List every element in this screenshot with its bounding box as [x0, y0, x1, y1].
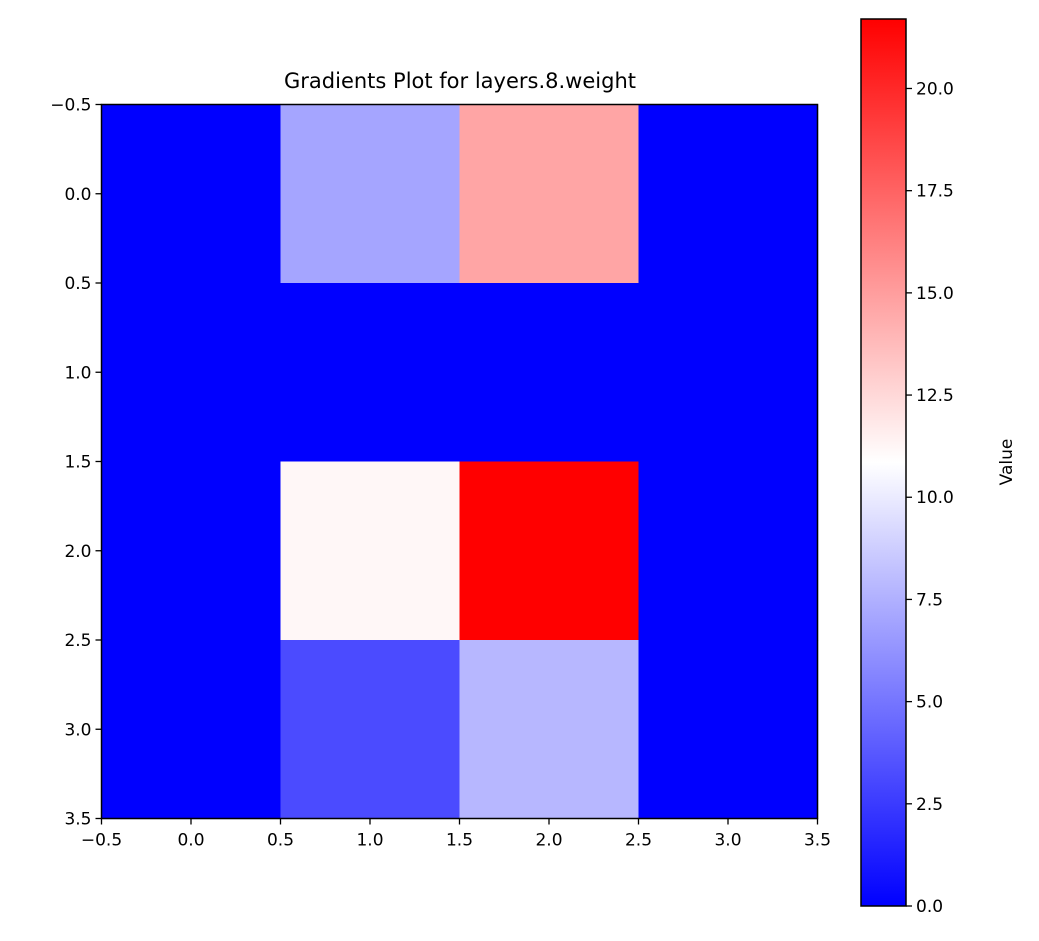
heatmap-cell-r1-c1 — [280, 283, 461, 463]
heatmap-cell-r1-c2 — [459, 283, 640, 463]
x-axis: −0.5 0.0 0.5 1.0 1.5 2.0 2.5 3.0 3.5 — [81, 818, 831, 851]
colorbar-tick-label: 17.5 — [916, 182, 954, 202]
y-axis: −0.5 0.0 0.5 1.0 1.5 2.0 2.5 3.0 3.5 — [50, 96, 102, 830]
x-tick-label: 2.0 — [535, 831, 562, 851]
colorbar-tick-label: 5.0 — [916, 693, 943, 713]
heatmap-cell-r2-c1 — [280, 461, 461, 641]
heatmap-cell-r0-c0 — [101, 104, 282, 284]
y-tick-label: 2.5 — [64, 631, 91, 651]
heatmap-cell-r0-c3 — [638, 104, 819, 284]
heatmap-cell-r3-c2 — [459, 640, 640, 820]
heatmap-cell-r3-c0 — [101, 640, 282, 820]
colorbar-tick-label: 7.5 — [916, 590, 943, 610]
colorbar-ticks: 0.0 2.5 5.0 7.5 10.0 12.5 15.0 17.5 20.0 — [906, 79, 954, 917]
y-tick-label: 3.0 — [64, 720, 91, 740]
heatmap-cell-r0-c2 — [459, 104, 640, 284]
heatmap-cell-r2-c2 — [459, 461, 640, 641]
chart-title: Gradients Plot for layers.8.weight — [284, 69, 636, 93]
x-tick-label: 3.0 — [714, 831, 741, 851]
colorbar-tick-label: 2.5 — [916, 795, 943, 815]
x-tick-label: 1.0 — [356, 831, 383, 851]
heatmap-cell-r3-c1 — [280, 640, 461, 820]
x-tick-label: 0.0 — [177, 831, 204, 851]
colorbar-gradient — [861, 19, 906, 906]
heatmap-cell-r1-c3 — [638, 283, 819, 463]
heatmap-cells — [101, 104, 819, 820]
x-tick-label: 2.5 — [625, 831, 652, 851]
heatmap-cell-r0-c1 — [280, 104, 461, 284]
y-tick-label: 3.5 — [64, 810, 91, 830]
heatmap-cell-r2-c0 — [101, 461, 282, 641]
y-tick-label: 1.0 — [64, 363, 91, 383]
x-tick-label: 0.5 — [267, 831, 294, 851]
y-tick-label: 2.0 — [64, 542, 91, 562]
colorbar-tick-label: 12.5 — [916, 386, 954, 406]
y-tick-label: 0.0 — [64, 185, 91, 205]
heatmap-cell-r2-c3 — [638, 461, 819, 641]
y-tick-label: −0.5 — [50, 96, 91, 116]
x-tick-label: 1.5 — [446, 831, 473, 851]
colorbar-tick-label: 10.0 — [916, 488, 954, 508]
colorbar-frame — [860, 18, 907, 907]
colorbar-label: Value — [997, 439, 1017, 486]
colorbar-tick-label: 0.0 — [916, 897, 943, 917]
x-tick-label: 3.5 — [804, 831, 831, 851]
heatmap-cell-r3-c3 — [638, 640, 819, 820]
y-tick-label: 1.5 — [64, 453, 91, 473]
x-tick-label: −0.5 — [81, 831, 122, 851]
heatmap-cell-r1-c0 — [101, 283, 282, 463]
colorbar-tick-label: 15.0 — [916, 284, 954, 304]
colorbar-tick-label: 20.0 — [916, 79, 954, 99]
y-tick-label: 0.5 — [64, 274, 91, 294]
